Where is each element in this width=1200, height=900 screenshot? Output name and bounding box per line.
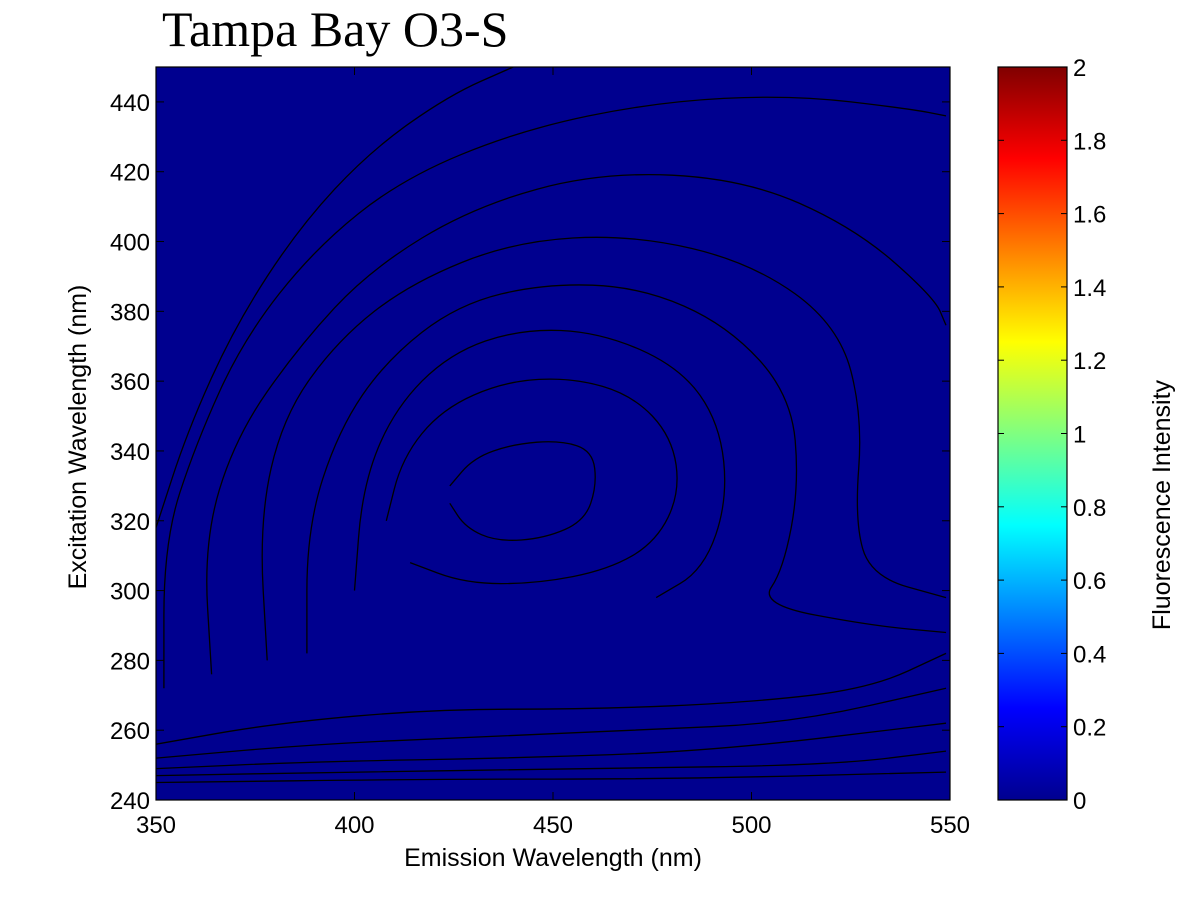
- x-axis: 350 400 450 500 550: [136, 67, 970, 839]
- y-tick-label: 260: [110, 718, 150, 745]
- colorbar-tick-label: 0.4: [1073, 641, 1106, 668]
- y-tick-label: 300: [110, 579, 150, 606]
- contour-line-11: [156, 722, 947, 770]
- colorbar-tick-label: 2: [1073, 55, 1086, 82]
- colorbar-tick-label: 0.2: [1073, 715, 1106, 742]
- contour-line-10: [156, 687, 947, 759]
- x-tick-label: 400: [334, 812, 374, 839]
- y-tick-label: 420: [110, 160, 150, 187]
- contour-line-5: [261, 236, 947, 661]
- contour-line-4: [306, 284, 947, 654]
- x-tick-label: 350: [136, 812, 176, 839]
- chart-title: Tampa Bay O3-S: [162, 1, 508, 57]
- contour-line-13: [156, 771, 947, 784]
- colorbar-tick-label: 1.8: [1073, 128, 1106, 155]
- y-tick-label: 280: [110, 648, 150, 675]
- colorbar-tick-label: 1.2: [1073, 348, 1106, 375]
- colorbar-label: Fluorescence Intensity: [1148, 379, 1176, 630]
- y-tick-label: 320: [110, 509, 150, 536]
- colorbar-tick-label: 1.6: [1073, 202, 1106, 229]
- contour-lines: [156, 67, 947, 784]
- contour-line-3: [353, 329, 726, 599]
- x-axis-label: Emission Wavelength (nm): [404, 844, 702, 872]
- y-tick-label: 400: [110, 230, 150, 257]
- x-tick-label: 500: [731, 812, 771, 839]
- contour-line-7: [163, 96, 947, 689]
- colorbar-gradient: [998, 67, 1067, 800]
- y-tick-label: 440: [110, 90, 150, 117]
- contour-line-9: [156, 652, 947, 745]
- colorbar-tick-label: 1.4: [1073, 275, 1106, 302]
- contour-line-8: [156, 67, 514, 528]
- contour-line-6: [206, 173, 947, 675]
- x-tick-label: 450: [533, 812, 573, 839]
- y-tick-label: 380: [110, 299, 150, 326]
- y-tick-label: 340: [110, 439, 150, 466]
- colorbar-tick-label: 0: [1073, 788, 1086, 815]
- y-axis: 240 260 280 300 320 340 360 380 400 420 440: [110, 90, 950, 815]
- colorbar: 0 0.2 0.4 0.6 0.8 1 1.2 1.4 1.6 1.8 2 Fluorescence…: [997, 55, 1176, 815]
- colorbar-tick-label: 0.8: [1073, 495, 1106, 522]
- contour-line-1: [449, 441, 596, 541]
- heatmap-fill: [156, 67, 950, 800]
- y-tick-label: 360: [110, 369, 150, 396]
- contour-line-2: [385, 378, 678, 585]
- colorbar-tick-label: 0.6: [1073, 568, 1106, 595]
- colorbar-tick-label: 1: [1073, 422, 1086, 449]
- plot-area: [155, 66, 951, 801]
- contour-line-12: [156, 750, 947, 777]
- x-tick-label: 550: [930, 812, 970, 839]
- y-axis-label: Excitation Wavelength (nm): [64, 285, 92, 590]
- colorbar-ticks: 0 0.2 0.4 0.6 0.8 1 1.2 1.4 1.6 1.8 2: [998, 55, 1106, 815]
- y-tick-label: 240: [110, 788, 150, 815]
